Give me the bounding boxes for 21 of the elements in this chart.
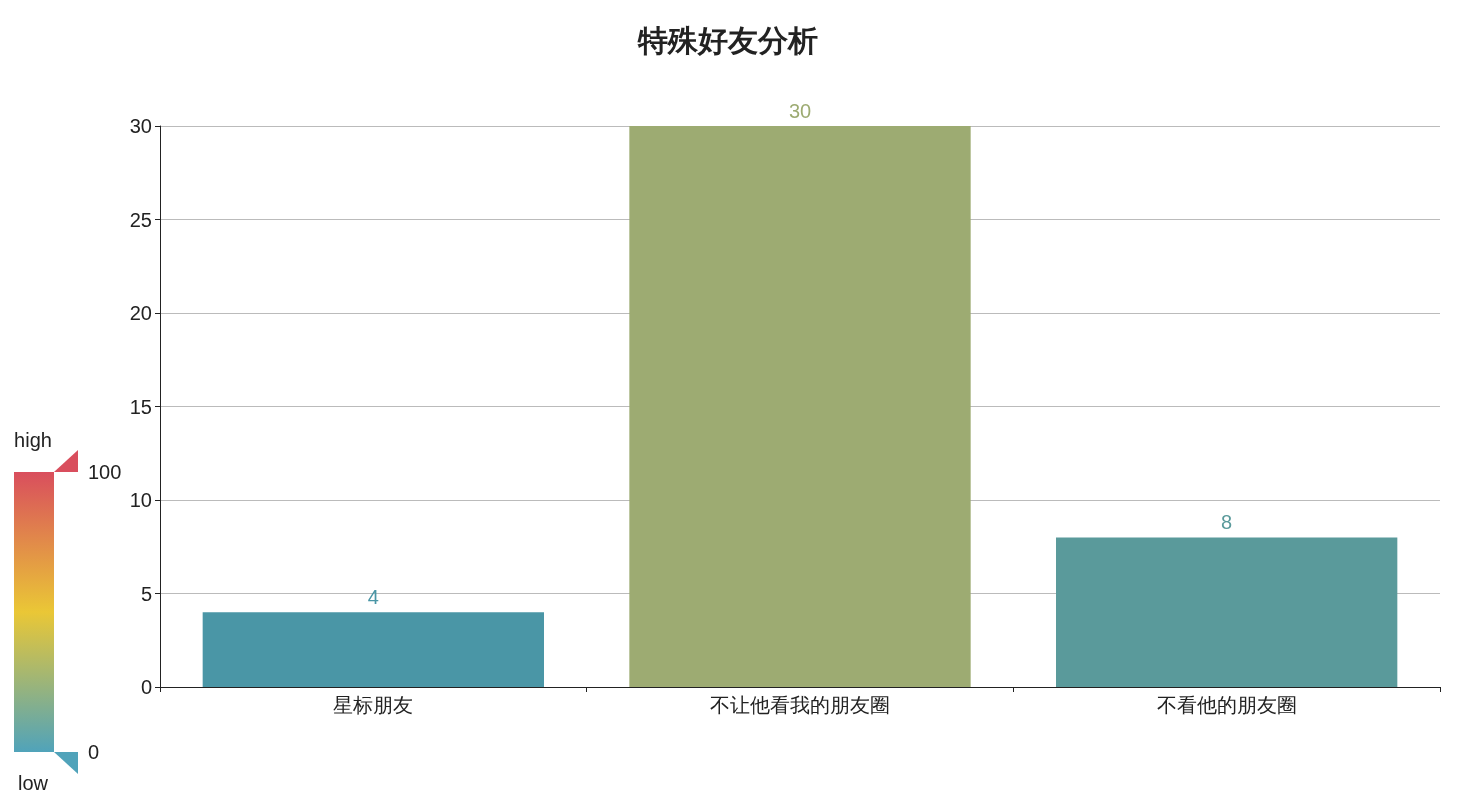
color-bar-label: 0 — [88, 741, 100, 763]
data-label: 8 — [1221, 511, 1233, 534]
y-tick-label: 15 — [129, 395, 152, 418]
y-tick-label: 20 — [129, 302, 152, 324]
text: high — [14, 429, 52, 451]
y-tick-label: 30 — [129, 115, 152, 137]
y-tick-label: 25 — [129, 208, 152, 231]
x-tick-label: 不看他的朋友圈 — [1156, 694, 1297, 716]
chart-title: 特殊好友分析 — [637, 23, 818, 57]
bar — [1056, 537, 1398, 687]
text: low — [17, 772, 49, 794]
bar — [629, 126, 971, 687]
y-tick-label: 0 — [140, 676, 152, 698]
data-label: 30 — [788, 100, 812, 122]
bar — [202, 612, 544, 687]
color-bar-label: 100 — [88, 461, 122, 483]
data-label: 4 — [367, 586, 379, 609]
x-tick-label: 星标朋友 — [333, 694, 414, 716]
y-tick-label: 5 — [140, 582, 152, 605]
x-tick-label: 不让他看我的朋友圈 — [710, 694, 890, 716]
y-tick-label: 10 — [129, 489, 152, 511]
